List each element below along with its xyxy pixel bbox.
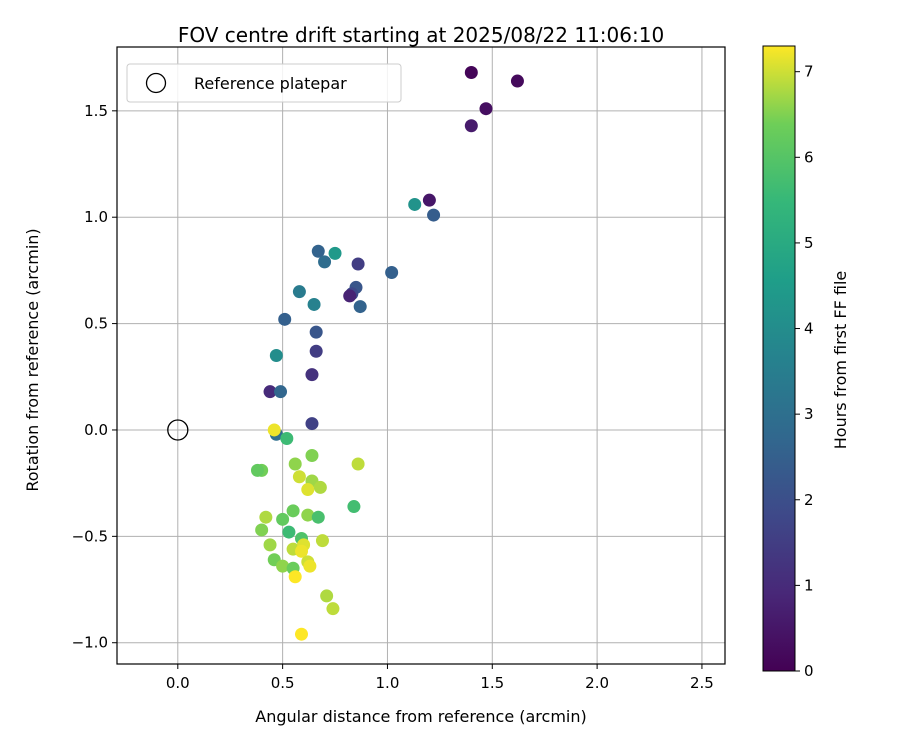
data-point: [479, 102, 493, 116]
data-point: [305, 448, 319, 462]
data-point: [385, 266, 399, 280]
y-tick-label: −0.5: [72, 527, 108, 545]
x-axis-ticks: 0.0 0.5 1.0 1.5 2.0 2.5: [166, 664, 714, 692]
data-point: [311, 244, 325, 258]
colorbar-tick-label: 4: [804, 320, 814, 338]
data-point: [303, 559, 317, 573]
data-point: [343, 289, 357, 303]
data-point: [309, 325, 323, 339]
data-point: [274, 385, 288, 399]
data-point: [263, 538, 277, 552]
data-point: [294, 627, 308, 641]
data-point: [294, 544, 308, 558]
y-tick-label: 0.0: [84, 421, 108, 439]
data-point: [278, 312, 292, 326]
data-point: [353, 300, 367, 314]
colorbar-tick-label: 5: [804, 234, 814, 252]
data-point: [510, 74, 524, 88]
data-point: [288, 457, 302, 471]
y-axis-ticks: −1.0 −0.5 0.0 0.5 1.0 1.5: [72, 102, 117, 652]
data-point: [259, 510, 273, 524]
data-point: [301, 483, 315, 497]
data-point: [313, 480, 327, 494]
data-point: [263, 385, 277, 399]
x-tick-label: 1.5: [480, 674, 504, 692]
data-point: [276, 512, 290, 526]
chart-title: FOV centre drift starting at 2025/08/22 …: [178, 23, 664, 47]
legend: Reference platepar: [126, 63, 402, 103]
x-tick-label: 0.0: [166, 674, 190, 692]
y-tick-label: 0.5: [84, 315, 108, 333]
colorbar-label: Hours from first FF file: [831, 271, 850, 450]
data-point: [408, 197, 422, 211]
grid: [117, 47, 725, 664]
data-point: [286, 504, 300, 518]
legend-entry-reference: Reference platepar: [194, 74, 347, 93]
data-point: [464, 119, 478, 133]
plot-frame: [116, 46, 726, 665]
reference-platepar-point: [167, 419, 189, 441]
data-point: [305, 368, 319, 382]
colorbar-tick-label: 2: [804, 491, 814, 509]
x-tick-label: 1.0: [376, 674, 400, 692]
data-point: [351, 257, 365, 271]
data-point: [267, 423, 281, 437]
data-point: [280, 431, 294, 445]
data-point: [250, 463, 264, 477]
data-point: [311, 510, 325, 524]
data-point: [301, 508, 315, 522]
x-tick-label: 2.5: [690, 674, 714, 692]
data-point: [464, 66, 478, 80]
data-point: [347, 500, 361, 514]
colorbar-tick-label: 7: [804, 63, 814, 81]
colorbar-tick-label: 6: [804, 148, 814, 166]
colorbar: [762, 45, 796, 672]
colorbar-ticks: 0 1 2 3 4 5 6 7: [795, 63, 814, 680]
data-point: [292, 285, 306, 299]
data-point: [427, 208, 441, 222]
data-point: [309, 344, 323, 358]
x-tick-label: 2.0: [585, 674, 609, 692]
data-point: [351, 457, 365, 471]
y-axis-label: Rotation from reference (arcmin): [23, 228, 42, 491]
colorbar-tick-label: 1: [804, 576, 814, 594]
data-points: [250, 66, 524, 641]
legend-box: [126, 63, 402, 103]
colorbar-tick-label: 3: [804, 405, 814, 423]
data-point: [282, 525, 296, 539]
data-point: [422, 193, 436, 207]
data-point: [315, 534, 329, 548]
data-point: [305, 417, 319, 431]
x-axis-label: Angular distance from reference (arcmin): [255, 707, 586, 726]
data-point: [328, 246, 342, 260]
y-tick-label: 1.0: [84, 208, 108, 226]
data-point: [276, 559, 290, 573]
data-point: [326, 602, 340, 616]
y-tick-label: 1.5: [84, 102, 108, 120]
data-point: [307, 297, 321, 311]
reference-marker: [167, 419, 189, 441]
data-point: [255, 523, 269, 537]
legend-marker: [145, 72, 167, 94]
data-point: [318, 255, 332, 269]
x-tick-label: 0.5: [271, 674, 295, 692]
y-tick-label: −1.0: [72, 634, 108, 652]
data-point: [288, 570, 302, 584]
data-point: [269, 349, 283, 362]
colorbar-tick-label: 0: [804, 662, 814, 680]
data-point: [292, 470, 306, 484]
data-point: [320, 589, 334, 603]
